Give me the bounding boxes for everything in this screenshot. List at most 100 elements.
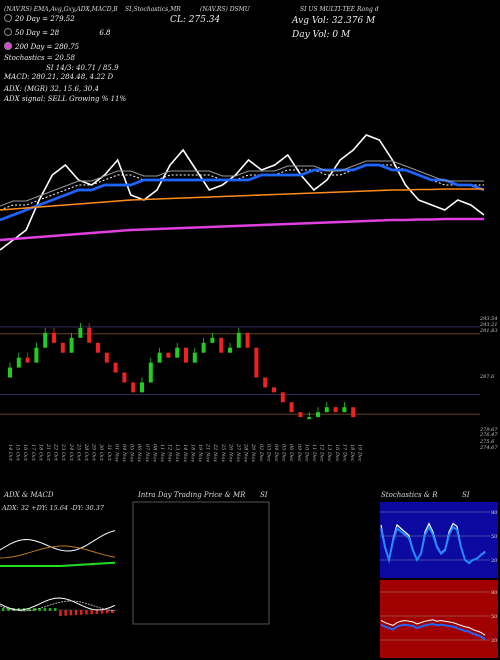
bottom-panels: ADX: 32 +DY: 15.64 -DY: 30.37 80 50 20 80 50… (0, 500, 498, 660)
macd-histogram-bar (28, 608, 31, 611)
date-label: 29 Oct (91, 443, 97, 462)
candle-body (298, 412, 303, 418)
date-label: 19 Nov (197, 444, 203, 462)
series-line-50-day (0, 163, 485, 222)
plus-di-line (0, 561, 116, 567)
price-label: 279.67 (479, 427, 498, 433)
rsi-tick-label: 80 (491, 590, 497, 596)
candle-body (157, 352, 162, 363)
macd-histogram-bar (100, 610, 104, 614)
date-label: 16 Dec (334, 444, 340, 462)
candle-body (272, 387, 276, 393)
avg-volume: Avg Vol: 32.376 M (292, 16, 376, 26)
candle-body (34, 347, 39, 363)
stoch-d-line (380, 525, 486, 565)
date-label: 12 Dec (319, 444, 325, 462)
date-label: 06 Dec (288, 444, 294, 462)
date-label: 05 Dec (281, 444, 287, 462)
candle-body (228, 347, 232, 353)
close-price: CL: 275.34 (170, 15, 221, 25)
date-label: 13 Nov (174, 444, 180, 462)
candle-body (43, 332, 48, 348)
macd-histogram-bar (95, 610, 99, 614)
chart-title-right: SI US MULTI-TEE Rong d (300, 6, 379, 13)
candle-body (96, 342, 100, 353)
candle-body (342, 407, 347, 413)
candle-body (60, 342, 65, 353)
candle-body (263, 377, 268, 388)
adx-line (0, 530, 116, 552)
adx-macd-title: ADX & MACD (4, 491, 54, 499)
date-label: 31 Oct (106, 444, 112, 462)
candle-body (316, 412, 320, 418)
price-label: 287.6 (479, 374, 495, 380)
date-label: 03 Dec (265, 444, 271, 462)
date-label: 21 Oct (45, 443, 51, 462)
candle-body (333, 407, 338, 413)
candle-body (351, 407, 356, 418)
date-label: 26 Nov (227, 443, 233, 462)
date-label: 22 Nov (212, 443, 218, 462)
macd-histogram-bar (74, 610, 78, 616)
macd-histogram-bar (90, 610, 93, 615)
macd-histogram-bar (54, 608, 57, 611)
date-label: 04 Nov (121, 444, 127, 462)
legend-swatch-200day (4, 42, 12, 50)
date-label: 18 Dec (349, 444, 355, 462)
date-label: 04 Dec (273, 444, 279, 462)
date-label: 08 Nov (151, 444, 157, 462)
candle-body (254, 347, 259, 378)
stoch-tick-label: 20 (491, 558, 497, 564)
candle-body (104, 352, 109, 363)
day-volume: Day Vol: 0 M (292, 30, 351, 40)
macd-histogram-bar (64, 610, 67, 616)
price-label: 293.21 (479, 322, 498, 328)
rsi-tick-label: 20 (491, 638, 497, 644)
date-label: 07 Nov (144, 444, 150, 462)
candle-body (166, 352, 171, 358)
date-label: 18 Nov (189, 444, 195, 462)
date-label: 29 Nov (250, 443, 256, 462)
candle-body (324, 407, 329, 413)
candle-body (280, 392, 285, 403)
adx-signal-text: ADX signal: SELL Growing % 11% (4, 95, 127, 103)
date-label: 23 Oct (60, 443, 66, 462)
macd-histogram-bar (7, 608, 10, 611)
date-label: 25 Oct (75, 443, 81, 462)
candle-body (113, 362, 118, 373)
price-label: 274.67 (479, 445, 498, 451)
date-label: 28 Oct (83, 443, 89, 462)
candle-body (184, 347, 188, 363)
macd-histogram-bar (80, 610, 83, 615)
candle-body (307, 417, 312, 420)
stoch-si: SI (462, 491, 470, 499)
date-label: 13 Dec (326, 444, 332, 462)
stochastic-panel-bg (380, 502, 498, 578)
macd-histogram-bar (85, 610, 88, 615)
macd-text: MACD: 280.21, 284.48, 4.22 D (4, 73, 114, 81)
macd-histogram-bar (106, 610, 109, 614)
stoch-tick-label: 50 (491, 534, 497, 540)
candle-body (219, 337, 224, 353)
rsi-panel-bg (380, 580, 498, 658)
date-label: 05 Nov (129, 444, 135, 462)
candle-body (210, 337, 215, 343)
date-label: 06 Nov (136, 444, 142, 462)
candle-body (25, 357, 30, 363)
macd-histogram-bar (111, 610, 114, 613)
macd-histogram-bar (69, 610, 73, 616)
series-line-200-day (0, 217, 484, 242)
date-label: 22 Oct (53, 443, 59, 462)
rsi-line (380, 619, 486, 636)
rsi-signal-line (380, 622, 486, 641)
legend-20day: 20 Day = 279.52 (4, 14, 75, 23)
intraday-si: SI (260, 491, 268, 499)
macd-histogram-bar (48, 608, 52, 611)
candle-body (140, 382, 144, 393)
date-label: 28 Nov (243, 443, 249, 462)
candle-body (69, 337, 74, 353)
date-label: 02 Dec (258, 444, 264, 462)
price-label: 291.83 (479, 328, 498, 334)
candle-body (16, 357, 21, 368)
candle-body (289, 402, 294, 413)
